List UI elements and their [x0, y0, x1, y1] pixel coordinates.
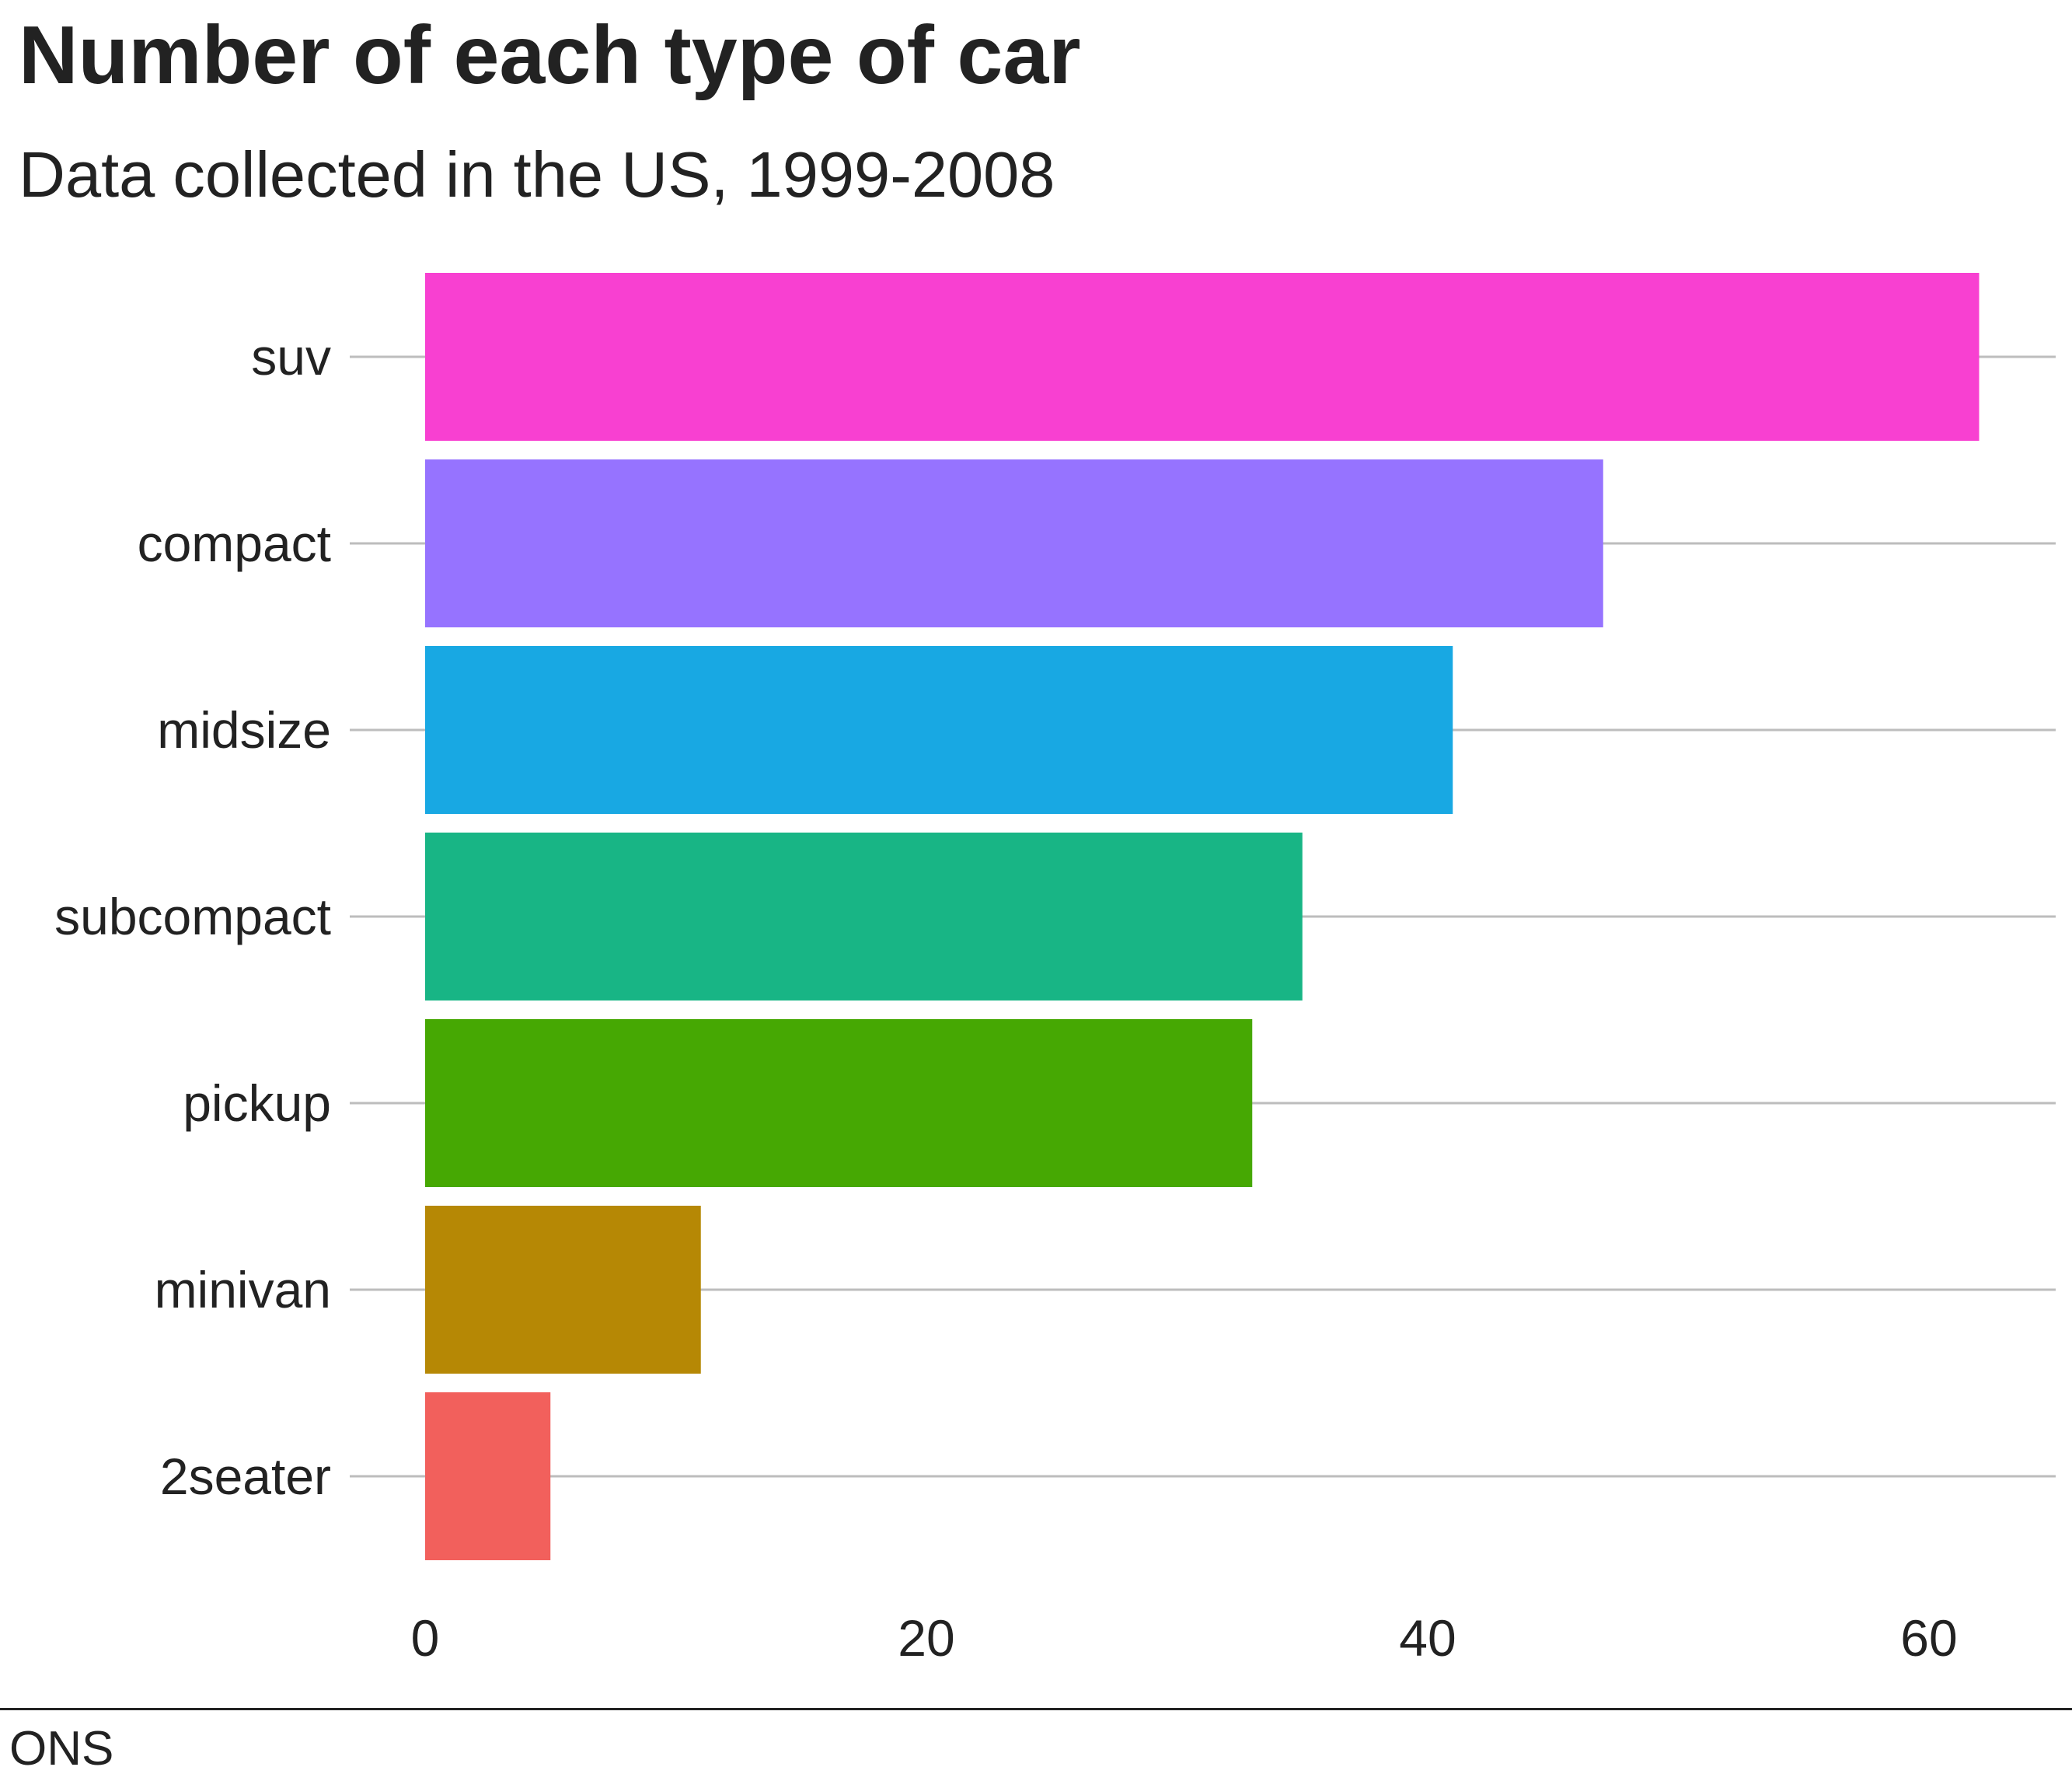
category-label-midsize: midsize: [157, 701, 331, 759]
bar-pickup: [425, 1019, 1253, 1187]
category-label-minivan: minivan: [155, 1261, 331, 1318]
bar-minivan: [425, 1206, 701, 1374]
source-divider: [0, 1708, 2072, 1710]
x-tick-label: 20: [898, 1609, 954, 1667]
bar-subcompact: [425, 833, 1303, 1001]
bar-chart: suv compact midsize subcompact pickup minivan…: [54, 273, 2056, 1667]
category-label-suv: suv: [251, 328, 331, 386]
bar-midsize: [425, 646, 1453, 814]
bar-compact: [425, 459, 1603, 627]
category-label-2seater: 2seater: [160, 1447, 331, 1505]
x-tick-label: 60: [1900, 1609, 1957, 1667]
category-label-subcompact: subcompact: [54, 888, 331, 945]
category-labels: suv compact midsize subcompact pickup minivan…: [54, 328, 331, 1505]
bar-2seater: [425, 1392, 551, 1560]
x-axis-tick-labels: 0 20 40 60: [411, 1609, 1958, 1667]
category-label-pickup: pickup: [183, 1074, 331, 1132]
bars: [425, 273, 1980, 1560]
x-tick-label: 0: [411, 1609, 440, 1667]
chart-title: Number of each type of car: [19, 9, 1081, 101]
bar-suv: [425, 273, 1980, 441]
chart-subtitle: Data collected in the US, 1999-2008: [19, 138, 1055, 211]
source-note: ONS: [9, 1722, 114, 1776]
category-label-compact: compact: [138, 515, 331, 572]
x-tick-label: 40: [1399, 1609, 1456, 1667]
